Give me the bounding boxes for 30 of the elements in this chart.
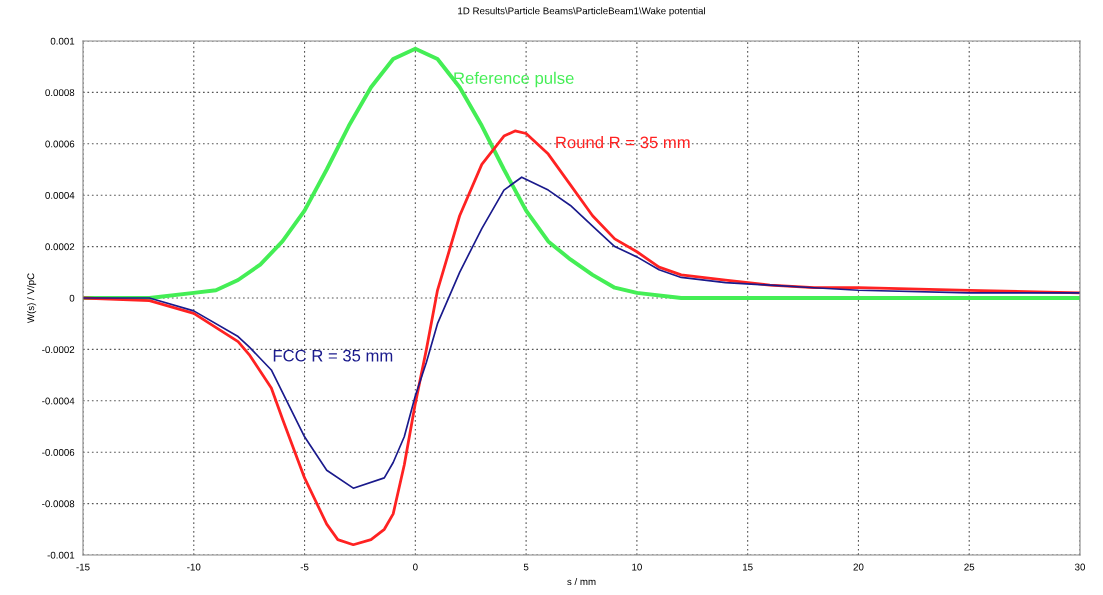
y-tick-label: 0.0004 [45,191,75,199]
y-tick-label: -0.0002 [42,346,75,354]
y-tick-label: 0.001 [50,37,75,45]
line-series [83,129,1080,547]
x-tick-label: -5 [300,563,309,571]
series-label: FCC R = 35 mm [273,349,393,362]
y-tick-label: -0.0006 [42,448,75,456]
y-axis-title: W(s) / V/pC [27,273,37,324]
x-tick-label: -15 [76,563,90,571]
y-tick-label: 0.0006 [45,140,75,148]
x-tick-label: 0 [413,563,418,571]
x-axis-title: s / mm [567,577,596,586]
y-tick-label: -0.0004 [42,397,75,405]
x-tick-label: 15 [743,563,753,571]
x-tick-label: 25 [964,563,975,571]
line-series [83,46,1080,300]
x-tick-label: 10 [632,563,642,571]
chart-title: 1D Results\Particle Beams\ParticleBeam1\Wake potential [458,7,705,17]
series-label: Round R = 35 mm [556,136,690,149]
y-tick-label: 0.0008 [45,89,75,97]
line-series [83,176,1080,490]
x-tick-label: 5 [523,563,529,571]
y-tick-label: -0.001 [47,551,75,559]
x-tick-label: 20 [853,563,864,571]
y-tick-label: 0 [69,294,75,302]
y-tick-label: 0.0002 [45,243,75,251]
series-label: Reference pulse [454,71,574,88]
x-tick-label: 30 [1074,563,1086,571]
y-tick-label: -0.0008 [42,500,75,508]
x-tick-label: -10 [187,563,201,571]
